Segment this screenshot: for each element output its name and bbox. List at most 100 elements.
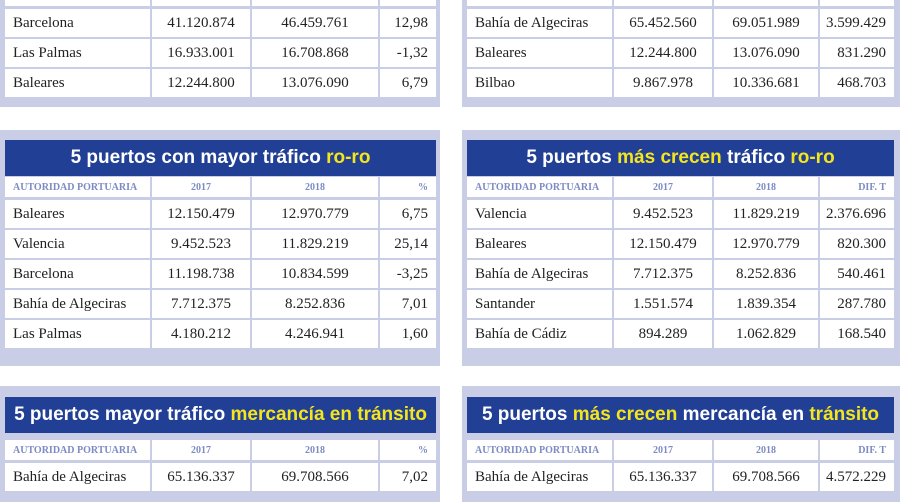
cell-text: 12.150.479 (629, 235, 697, 252)
cell-text: 9.452.523 (171, 235, 231, 252)
column-label: AUTORIDAD PORTUARIA (13, 181, 138, 193)
table-cell: Baleares (467, 39, 612, 67)
table-cell: -1,32 (380, 39, 436, 67)
table-cell: Las Palmas (5, 320, 150, 348)
table-cell: 11.829.219 (714, 200, 818, 228)
column-label: 2018 (305, 181, 325, 193)
column-label: 2017 (653, 444, 673, 456)
column-header: 2017 (614, 177, 712, 197)
table-cell: 69.708.566 (252, 463, 378, 491)
cell-text: 6,79 (401, 74, 428, 91)
column-header: AUTORIDAD PORTUARIA (467, 177, 612, 197)
table-cell: Santander (467, 290, 612, 318)
column-header (467, 0, 612, 6)
cell-text: 8.252.836 (285, 295, 345, 312)
cell-text: Bahía de Algeciras (475, 14, 589, 31)
cell-text: 894.289 (638, 325, 688, 342)
column-header: DIF. T (820, 440, 894, 460)
cell-text: 13.076.090 (732, 44, 800, 61)
table-cell: Bahía de Algeciras (467, 9, 612, 37)
column-header (5, 0, 150, 6)
table-cell: 41.120.874 (152, 9, 250, 37)
cell-text: 1.839.354 (736, 295, 796, 312)
table-cell: 468.703 (820, 69, 894, 97)
title-part: 5 puertos (481, 404, 573, 425)
table-cell: 1.062.829 (714, 320, 818, 348)
cell-text: 41.120.874 (167, 14, 235, 31)
cell-text: Bahía de Algeciras (475, 265, 589, 282)
column-header (380, 0, 436, 6)
column-label: % (418, 444, 428, 456)
cell-text: Valencia (475, 205, 527, 222)
cell-text: 4.246.941 (285, 325, 345, 342)
table-cell: Valencia (467, 200, 612, 228)
cell-text: 9.867.978 (633, 74, 693, 91)
column-header: % (380, 440, 436, 460)
cell-text: Baleares (13, 74, 65, 91)
table-cell: 16.708.868 (252, 39, 378, 67)
table-cell: 65.136.337 (152, 463, 250, 491)
cell-text: Baleares (13, 205, 65, 222)
cell-text: 2.376.696 (826, 205, 886, 222)
table-cell: 7.712.375 (152, 290, 250, 318)
cell-text: 65.136.337 (629, 468, 697, 485)
cell-text: 9.452.523 (633, 205, 693, 222)
table-cell: 4.572.229 (820, 463, 894, 491)
table-cell: 13.076.090 (252, 69, 378, 97)
cell-text: Baleares (475, 235, 527, 252)
cell-text: Bahía de Algeciras (475, 468, 589, 485)
column-header: 2018 (714, 440, 818, 460)
cell-text: 65.136.337 (167, 468, 235, 485)
table-cell: Baleares (467, 230, 612, 258)
cell-text: 11.829.219 (281, 235, 349, 252)
table-cell: Baleares (5, 69, 150, 97)
cell-text: 3.599.429 (826, 14, 886, 31)
column-header (152, 0, 250, 6)
cell-text: 1.551.574 (633, 295, 693, 312)
table-cell: Bilbao (467, 69, 612, 97)
table-cell: 1.551.574 (614, 290, 712, 318)
title-part: mercancía en tránsito (230, 404, 427, 425)
cell-text: Bahía de Algeciras (13, 295, 127, 312)
table-cell: Bahía de Algeciras (5, 463, 150, 491)
cell-text: 468.703 (837, 74, 886, 91)
column-header: 2018 (252, 440, 378, 460)
table-cell: 10.834.599 (252, 260, 378, 288)
column-header: 2017 (614, 440, 712, 460)
table-cell: 12.244.800 (614, 39, 712, 67)
cell-text: 168.540 (837, 325, 886, 342)
table-cell: 6,79 (380, 69, 436, 97)
cell-text: -1,32 (396, 44, 428, 61)
cell-text: 69.708.566 (732, 468, 800, 485)
title-part: más crecen (617, 147, 722, 168)
table-cell: 8.252.836 (714, 260, 818, 288)
column-header: 2018 (252, 177, 378, 197)
table-cell: 10.336.681 (714, 69, 818, 97)
cell-text: Santander (475, 295, 535, 312)
table-cell: 820.300 (820, 230, 894, 258)
column-header: 2017 (152, 177, 250, 197)
cell-text: 820.300 (837, 235, 886, 252)
table-cell: Las Palmas (5, 39, 150, 67)
table-cell: 6,75 (380, 200, 436, 228)
cell-text: 7,01 (401, 295, 428, 312)
cell-text: 16.708.868 (281, 44, 349, 61)
table-cell: 8.252.836 (252, 290, 378, 318)
table-cell: 4.246.941 (252, 320, 378, 348)
column-label: 2018 (756, 181, 776, 193)
title-part: mercancía en (677, 404, 810, 425)
column-label: DIF. T (858, 444, 886, 456)
table-cell: Barcelona (5, 260, 150, 288)
cell-text: 831.290 (837, 44, 886, 61)
table-cell: Bahía de Algeciras (467, 260, 612, 288)
table-title: 5 puertos más crecen mercancía en tránsi… (467, 397, 894, 433)
table-title: 5 puertos con mayor tráfico ro-ro (5, 140, 436, 176)
table-cell: Baleares (5, 200, 150, 228)
cell-text: Las Palmas (13, 325, 82, 342)
cell-text: 11.198.738 (167, 265, 235, 282)
cell-text: Valencia (13, 235, 65, 252)
table-cell: 1.839.354 (714, 290, 818, 318)
table-cell: 894.289 (614, 320, 712, 348)
column-label: 2017 (191, 181, 211, 193)
cell-text: -3,25 (396, 265, 428, 282)
